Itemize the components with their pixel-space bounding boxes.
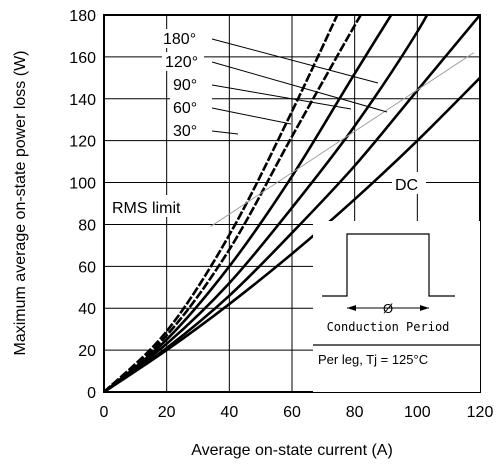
- series-label-bg: [162, 52, 204, 71]
- y-tick-label: 180: [69, 8, 96, 25]
- period-arrow-left: [347, 305, 356, 311]
- series-line: [210, 52, 475, 227]
- phi-symbol: Ø: [383, 301, 393, 316]
- dc-label-bg: [392, 172, 426, 194]
- x-tick-label: 80: [346, 404, 364, 421]
- series-line: [104, 15, 363, 392]
- series-labels: 180° 120° 90° 60° 30°: [160, 29, 388, 140]
- series-label-bg: [170, 121, 212, 140]
- x-tick-label: 100: [404, 404, 431, 421]
- rms-limit-label: RMS limit: [112, 200, 181, 217]
- y-tick-label: 0: [87, 385, 96, 402]
- series-leader-line: [211, 107, 292, 125]
- series-line: [104, 15, 339, 392]
- series-label-bg: [170, 98, 212, 117]
- y-tick-label: 100: [69, 176, 96, 193]
- series-label-bg: [170, 75, 212, 94]
- series-leader-line: [211, 38, 379, 84]
- x-tick-label: 40: [220, 404, 238, 421]
- x-tick-label: 20: [158, 404, 176, 421]
- series-line: [104, 15, 429, 392]
- series-leader-line: [211, 130, 239, 135]
- inset-background: [313, 221, 480, 392]
- conditions-label: Per leg, Tj = 125°C: [318, 352, 428, 367]
- series-line: [104, 15, 393, 392]
- y-tick-label: 120: [69, 134, 96, 151]
- pulse-shape: [322, 233, 455, 297]
- conduction-inset: Ø Conduction Period Per leg, Tj = 125°C: [313, 221, 480, 392]
- period-arrow-right: [420, 305, 429, 311]
- plot-frame: [103, 14, 481, 393]
- y-tick-label: 80: [78, 217, 96, 234]
- x-tick-label: 60: [283, 404, 301, 421]
- tick-labels: 0 20 40 60 80 100 120 0 20 40 60 80 100 120 140 160 180: [69, 8, 493, 421]
- series-leader-line: [211, 84, 352, 110]
- conduction-period-label: Conduction Period: [327, 320, 450, 334]
- series-leader-line: [211, 61, 388, 113]
- series-label: 120°: [165, 54, 198, 71]
- y-tick-label: 160: [69, 50, 96, 67]
- dc-label: DC: [395, 177, 418, 194]
- series-label: 180°: [163, 31, 196, 48]
- x-tick-label: 0: [100, 404, 109, 421]
- x-tick-label: 120: [467, 404, 494, 421]
- series-line: [104, 76, 480, 392]
- y-tick-label: 20: [78, 343, 96, 360]
- series-label-bg: [160, 29, 202, 48]
- y-tick-label: 140: [69, 92, 96, 109]
- series-label: 90°: [173, 77, 197, 94]
- x-axis-label: Average on-state current (A): [191, 442, 393, 459]
- series-label: 30°: [173, 123, 197, 140]
- series-label: 60°: [173, 100, 197, 117]
- rms-limit-label-bg: [110, 195, 208, 217]
- y-tick-label: 40: [78, 301, 96, 318]
- curves: [104, 15, 480, 392]
- y-axis-label: Maximum average on-state power loss (W): [12, 51, 29, 356]
- y-tick-label: 60: [78, 259, 96, 276]
